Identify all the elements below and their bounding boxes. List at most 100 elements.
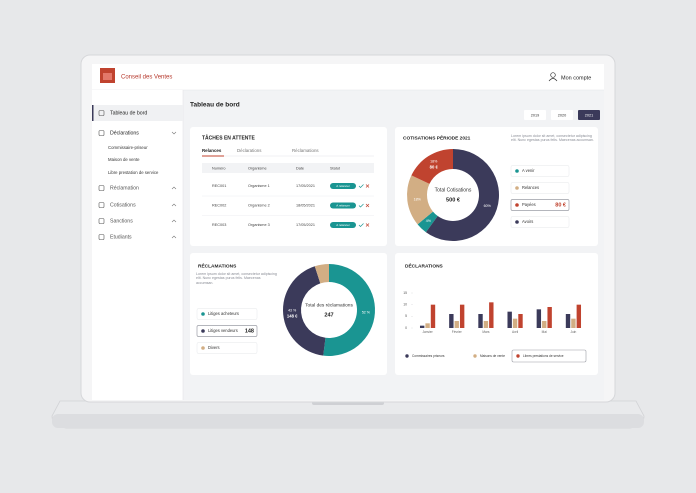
menu-icon <box>98 130 105 136</box>
bar[interactable] <box>449 314 454 328</box>
legend-label[interactable]: Commissaires priseurs <box>412 354 445 358</box>
y-tick-label: 5 <box>405 314 407 318</box>
legend-dot <box>515 203 519 207</box>
legend-label: Litiges vendeurs <box>208 328 238 333</box>
menu-item[interactable]: Tableau de bord <box>110 110 147 116</box>
bar[interactable] <box>536 309 542 328</box>
reject-icon[interactable] <box>365 184 370 188</box>
card-title: TÂCHES EN ATTENTE <box>202 134 255 141</box>
approve-icon[interactable] <box>358 184 364 188</box>
center-label: Total des réclamations <box>305 302 353 308</box>
bar[interactable] <box>425 323 430 328</box>
submenu-item[interactable]: Maison de vente <box>108 157 140 162</box>
year-button[interactable] <box>524 110 546 120</box>
slice-label: 18% <box>414 197 422 201</box>
bar[interactable] <box>489 302 494 328</box>
legend-dot <box>516 354 520 358</box>
bar[interactable] <box>478 314 483 328</box>
donut-slice[interactable] <box>407 175 433 225</box>
slice-label: 43 % <box>288 308 297 312</box>
tab[interactable]: Relances <box>202 148 222 153</box>
sidebar-menu: Tableau de bord Déclarations Réclamation Co… <box>98 110 177 240</box>
charts: COTISATIONS PÉRIODE 2021 Lorem ipsum dolo… <box>196 133 594 363</box>
year-button[interactable] <box>551 110 573 120</box>
bar[interactable] <box>576 304 582 328</box>
menu-item[interactable]: Etudiants <box>110 234 132 240</box>
menu-item[interactable]: Cotisations <box>110 202 136 208</box>
donut-slice[interactable] <box>283 266 326 356</box>
legend-label[interactable]: Maisons de vente <box>480 354 505 358</box>
x-tick-label: Janvier <box>422 330 433 334</box>
sidebar-active-bg <box>92 105 183 121</box>
legend-item[interactable] <box>196 325 258 337</box>
slice-label: 4% <box>426 219 432 223</box>
legend-dot <box>515 186 519 190</box>
submenu-item[interactable]: Commissaire-priseur <box>108 145 148 150</box>
logo-detail <box>103 73 112 80</box>
bar[interactable] <box>565 314 571 328</box>
legend-dot <box>473 354 477 358</box>
legend-label: Divers <box>208 345 220 350</box>
status-label: A relancer <box>336 223 350 227</box>
menu-chevron <box>171 186 177 190</box>
menu-icon <box>98 185 105 191</box>
card-title: DÉCLARATIONS <box>405 261 444 269</box>
donut-slice[interactable] <box>417 211 438 233</box>
slice-amount: 80 € <box>430 165 439 170</box>
legend-item[interactable] <box>510 199 570 211</box>
account-icon[interactable] <box>550 72 556 78</box>
donut-slice[interactable] <box>323 264 376 357</box>
legend-label[interactable]: Libres prestations de service <box>523 354 564 358</box>
legend-item[interactable] <box>196 342 258 354</box>
page-title: Tableau de bord <box>190 102 240 109</box>
donut-slice[interactable] <box>411 149 453 184</box>
bar[interactable] <box>512 318 518 328</box>
reject-icon[interactable] <box>365 223 370 227</box>
bar[interactable] <box>542 321 547 328</box>
bar[interactable] <box>430 304 436 328</box>
menu-item[interactable]: Sanctions <box>110 218 133 224</box>
menu-item[interactable]: Réclamation <box>110 185 139 191</box>
legend-item[interactable] <box>510 182 570 194</box>
bar[interactable] <box>507 311 512 328</box>
menu-icon <box>98 234 105 240</box>
y-tick-label: 10 <box>403 303 407 307</box>
bar[interactable] <box>571 318 576 328</box>
legend-dot <box>515 169 519 173</box>
slice-label: 60% <box>484 204 492 208</box>
legend-item[interactable] <box>510 216 570 228</box>
center-value: 247 <box>324 312 333 318</box>
x-tick-label: Mai <box>542 330 547 334</box>
bar[interactable] <box>454 321 459 328</box>
approve-icon[interactable] <box>358 223 364 227</box>
tab[interactable]: Réclamations <box>292 148 319 153</box>
declarations-card <box>395 253 598 375</box>
approve-icon[interactable] <box>358 203 364 208</box>
legend-item[interactable] <box>196 308 258 320</box>
menu-chevron <box>171 131 177 135</box>
brand-name[interactable]: Conseil des Ventes <box>121 75 172 81</box>
submenu-item[interactable]: Libre prestation de service <box>108 170 159 175</box>
bar[interactable] <box>518 314 523 328</box>
bar[interactable] <box>483 321 489 328</box>
account-link[interactable]: Mon compte <box>561 75 591 81</box>
bar[interactable] <box>459 304 465 328</box>
legend-dot <box>515 220 519 224</box>
reject-icon[interactable] <box>365 203 370 208</box>
column-header: Date <box>296 167 304 171</box>
tasks-card <box>190 127 387 246</box>
tab[interactable]: Déclarations <box>237 148 262 153</box>
legend-amount: 80 € <box>555 202 566 208</box>
slice-amount: 148 € <box>287 314 298 319</box>
legend-item[interactable] <box>510 165 570 177</box>
bar[interactable] <box>419 325 425 328</box>
legend-item-selected[interactable] <box>511 349 587 363</box>
y-tick-label: 0 <box>405 326 407 330</box>
year-button[interactable] <box>578 110 600 120</box>
donut-slice[interactable] <box>425 149 500 242</box>
donut-slice[interactable] <box>314 264 329 284</box>
bar[interactable] <box>547 307 552 328</box>
menu-item[interactable]: Déclarations <box>110 130 139 136</box>
legend-amount: 148 <box>245 328 254 334</box>
